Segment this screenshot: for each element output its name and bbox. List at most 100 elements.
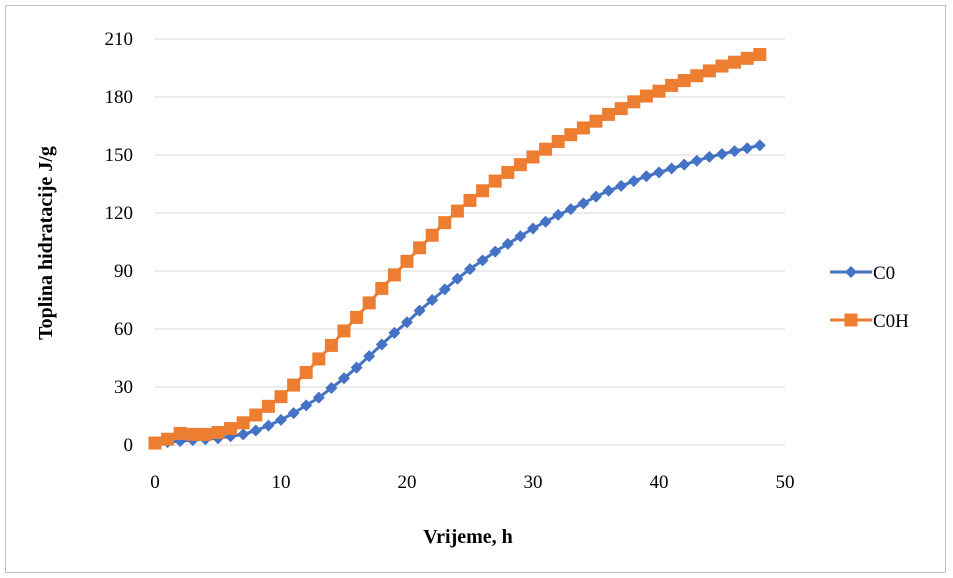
legend-label-c0h: C0H: [873, 311, 909, 332]
y-tick-label: 120: [105, 203, 134, 224]
data-point-c0: [338, 372, 350, 385]
data-point-c0h: [387, 268, 401, 282]
tick-labels: 0 30 60 90 120 150 180 210 0 10 20 30 40 50: [105, 29, 795, 493]
data-point-c0h: [362, 296, 376, 310]
data-point-c0h: [299, 366, 313, 379]
data-point-c0: [476, 254, 489, 267]
data-point-c0: [262, 419, 275, 432]
data-point-c0h: [539, 142, 553, 156]
data-point-c0h: [324, 338, 338, 352]
data-point-c0: [539, 215, 552, 228]
data-point-c0: [501, 237, 514, 250]
data-point-c0h: [589, 114, 603, 128]
data-point-c0h: [702, 64, 716, 78]
data-point-c0: [426, 294, 439, 306]
data-point-c0h: [236, 416, 250, 430]
legend: C0 C0H: [830, 263, 909, 332]
series-c0: [149, 139, 766, 451]
x-tick-label: 50: [776, 472, 795, 493]
data-point-c0: [741, 142, 754, 155]
y-axis-title: Toplina hidratacije J/g: [35, 146, 57, 340]
data-point-c0: [753, 139, 766, 152]
data-point-c0h: [463, 193, 477, 207]
chart-frame: [5, 5, 946, 573]
data-point-c0: [237, 428, 250, 441]
data-point-c0h: [173, 426, 187, 440]
data-point-c0: [615, 179, 628, 192]
data-point-c0h: [526, 150, 540, 164]
data-point-c0h: [161, 432, 175, 446]
data-point-c0: [287, 407, 300, 420]
data-point-c0h: [753, 47, 767, 61]
series-line-c0: [154, 143, 761, 446]
data-point-c0: [325, 381, 338, 394]
data-point-c0: [350, 361, 363, 374]
data-point-c0h: [602, 107, 616, 121]
data-point-c0h: [513, 158, 527, 172]
data-point-c0h: [715, 59, 729, 73]
data-point-c0h: [614, 102, 628, 116]
series-c0h: [148, 47, 767, 450]
data-point-c0h: [627, 95, 641, 109]
data-point-c0h: [211, 425, 225, 439]
data-point-c0: [401, 316, 413, 329]
data-point-c0h: [375, 281, 389, 295]
y-tick-label: 30: [114, 377, 133, 398]
data-point-c0h: [690, 69, 704, 83]
data-point-c0h: [501, 165, 515, 179]
series-line-c0h: [154, 53, 761, 445]
data-point-c0: [728, 145, 741, 158]
y-tick-label: 150: [105, 145, 134, 166]
legend-marker-c0h: [844, 313, 858, 327]
data-point-c0h: [224, 422, 238, 436]
data-point-c0h: [312, 352, 326, 366]
data-point-c0: [665, 162, 678, 175]
data-point-c0: [438, 283, 451, 296]
x-tick-label: 10: [272, 472, 291, 493]
data-point-c0h: [425, 228, 439, 242]
data-point-c0: [653, 166, 665, 179]
legend-item-c0: C0: [830, 263, 895, 284]
data-point-c0: [312, 391, 325, 404]
data-point-c0h: [438, 216, 452, 230]
data-point-c0: [577, 197, 590, 210]
x-tick-label: 30: [524, 472, 543, 493]
legend-label-c0: C0: [873, 263, 895, 284]
data-point-c0h: [576, 121, 590, 135]
y-tick-label: 180: [105, 87, 134, 108]
legend-item-c0h: C0H: [830, 311, 909, 332]
x-tick-label: 40: [650, 472, 669, 493]
data-point-c0: [678, 158, 691, 171]
y-tick-label: 60: [114, 319, 133, 340]
data-point-c0h: [564, 128, 578, 142]
data-point-c0: [552, 208, 565, 221]
data-point-c0: [716, 148, 728, 161]
data-point-c0h: [249, 408, 263, 422]
data-point-c0h: [413, 241, 427, 255]
data-point-c0: [275, 413, 287, 426]
data-point-c0h: [665, 78, 679, 92]
data-point-c0h: [337, 324, 351, 338]
data-point-c0h: [274, 390, 288, 404]
data-point-c0h: [652, 84, 666, 98]
data-point-c0: [464, 263, 476, 276]
y-tick-label: 90: [114, 261, 133, 282]
data-point-c0h: [261, 399, 275, 413]
data-point-c0h: [551, 134, 565, 148]
data-point-c0: [388, 326, 401, 339]
data-point-c0: [527, 222, 539, 235]
data-point-c0: [640, 170, 653, 183]
data-point-c0h: [287, 378, 301, 392]
data-point-c0: [703, 150, 716, 163]
data-point-c0h: [198, 427, 212, 441]
data-point-c0h: [639, 89, 653, 103]
data-point-c0: [602, 184, 615, 197]
data-point-c0h: [350, 310, 364, 324]
data-point-c0: [489, 245, 502, 258]
data-point-c0: [300, 399, 313, 412]
data-point-c0: [363, 350, 376, 363]
data-point-c0: [375, 338, 388, 351]
x-axis-title: Vrijeme, h: [423, 526, 513, 548]
data-point-c0h: [488, 174, 502, 188]
